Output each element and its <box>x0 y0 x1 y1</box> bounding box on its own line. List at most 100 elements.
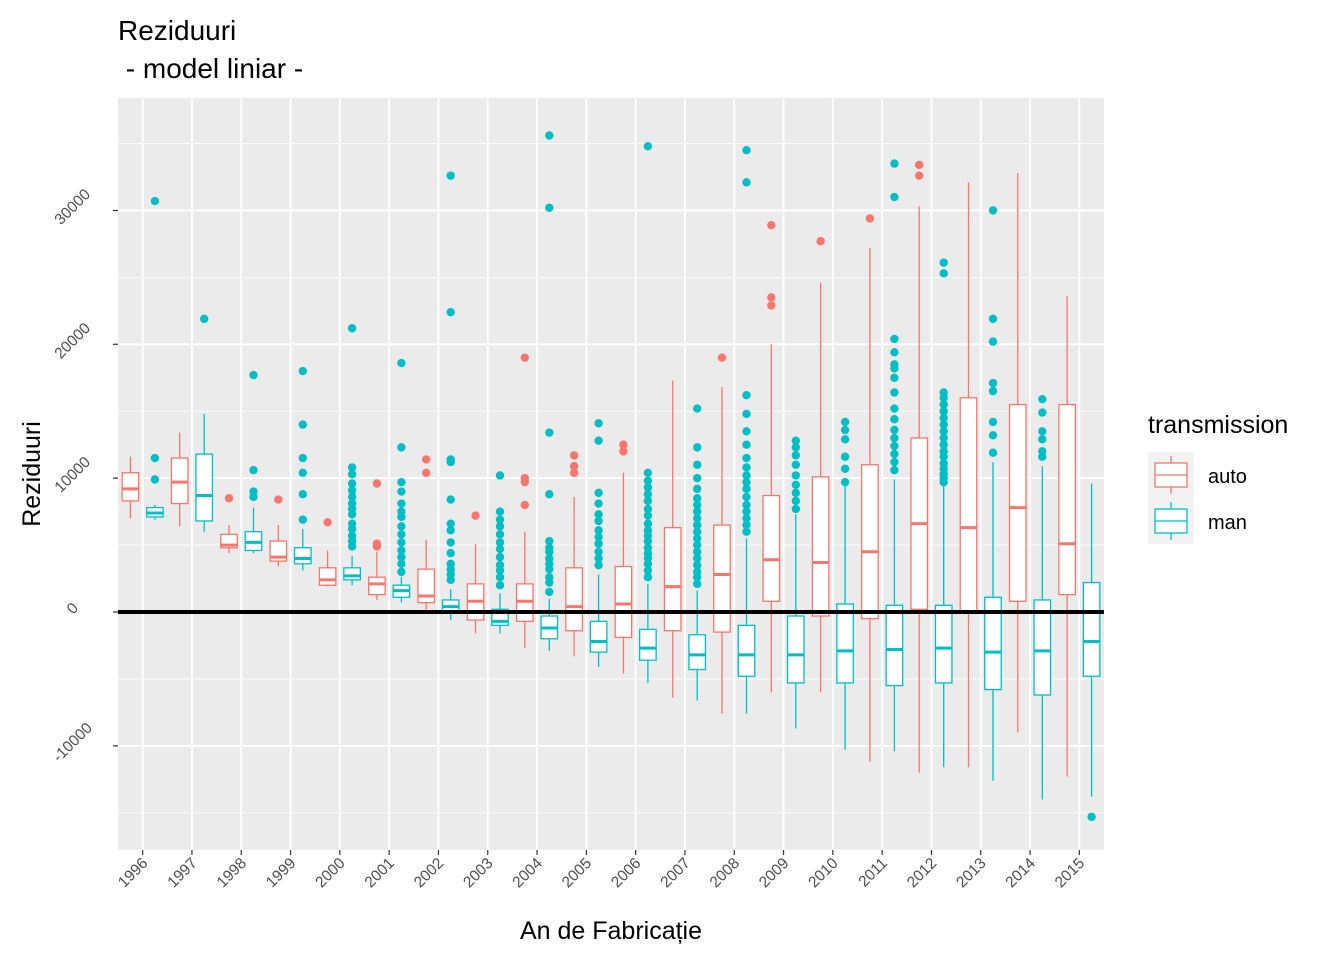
outlier-point <box>397 559 406 569</box>
outlier-point <box>939 440 948 449</box>
outlier-point <box>274 495 283 504</box>
outlier-point <box>890 334 899 344</box>
box-iqr <box>614 565 633 639</box>
outlier-point <box>495 544 505 554</box>
outlier-point <box>495 530 505 539</box>
box-man-1999 <box>293 366 312 571</box>
outlier-point <box>397 538 406 547</box>
outlier-point <box>939 400 948 409</box>
box-man-1998 <box>244 370 263 554</box>
outlier-point <box>643 504 653 514</box>
box-man-2003 <box>491 471 509 634</box>
outlier-point <box>742 520 751 530</box>
outlier-point <box>569 468 579 477</box>
outlier-point <box>643 496 653 506</box>
box-man-2005 <box>589 419 608 667</box>
x-tick-label: 1998 <box>214 855 250 891</box>
box-iqr <box>836 603 854 684</box>
outlier-point <box>742 492 751 502</box>
outlier-point <box>643 526 653 535</box>
outlier-point <box>840 435 850 444</box>
box-iqr <box>861 464 879 620</box>
outlier-point <box>939 413 948 423</box>
y-axis-ticks: -10000 0 10000 20000 30000 <box>50 186 118 766</box>
outlier-point <box>545 203 554 212</box>
y-tick-label: 20000 <box>52 320 95 363</box>
outlier-point <box>594 436 603 445</box>
outlier-point <box>791 496 800 506</box>
outlier-point <box>397 487 406 496</box>
outlier-point <box>693 560 702 570</box>
outlier-point <box>520 353 529 362</box>
outlier-point <box>323 518 332 527</box>
box-auto-2008 <box>713 353 731 714</box>
outlier-point <box>643 572 653 582</box>
outlier-point <box>495 507 505 516</box>
outlier-point <box>422 468 431 477</box>
outlier-point <box>693 547 702 556</box>
outlier-point <box>446 307 455 317</box>
outlier-point <box>988 206 998 215</box>
outlier-point <box>545 536 554 546</box>
box-man-2011 <box>885 159 904 752</box>
box-iqr <box>811 476 830 617</box>
box-auto-1999 <box>269 495 288 567</box>
x-tick-label: 2004 <box>509 855 546 892</box>
box-iqr <box>565 567 583 632</box>
outlier-point <box>816 237 825 246</box>
box-iqr <box>121 472 140 502</box>
x-tick-label: 2011 <box>855 855 891 891</box>
outlier-point <box>619 447 628 456</box>
box-iqr <box>959 397 978 613</box>
box-iqr <box>367 576 386 596</box>
outlier-point <box>298 515 307 524</box>
outlier-point <box>495 538 505 547</box>
box-iqr <box>318 567 337 586</box>
outlier-point <box>939 459 948 468</box>
outlier-point <box>594 419 603 428</box>
box-auto-2000 <box>318 518 337 587</box>
x-tick-label: 2002 <box>411 855 447 891</box>
outlier-point <box>890 433 899 443</box>
outlier-point <box>643 543 653 552</box>
outlier-point <box>693 514 702 523</box>
x-tick-label: 2005 <box>559 855 595 891</box>
outlier-point <box>495 560 505 570</box>
outlier-point <box>988 337 998 346</box>
outlier-point <box>915 160 924 170</box>
outlier-point <box>347 485 357 495</box>
legend-keys <box>1148 452 1194 544</box>
outlier-point <box>890 348 899 357</box>
y-tick-label: 0 <box>64 599 82 617</box>
box-iqr <box>688 634 707 671</box>
outlier-point <box>545 543 554 552</box>
outlier-point <box>446 548 455 558</box>
outlier-point <box>742 440 751 449</box>
outlier-point <box>520 500 529 510</box>
x-tick-label: 1996 <box>115 855 151 891</box>
outlier-point <box>791 471 800 480</box>
outlier-point <box>446 519 455 528</box>
outlier-point <box>347 519 357 528</box>
outlier-point <box>200 314 209 324</box>
outlier-point <box>890 360 899 369</box>
outlier-point <box>890 159 899 168</box>
outlier-point <box>150 453 160 463</box>
outlier-point <box>742 453 751 463</box>
outlier-point <box>693 520 702 530</box>
outlier-point <box>840 417 850 427</box>
outlier-point <box>791 436 800 445</box>
legend-title: transmission <box>1148 411 1288 439</box>
box-auto-2005 <box>565 451 583 657</box>
outlier-point <box>742 527 751 536</box>
box-iqr <box>885 604 904 687</box>
outlier-point <box>347 479 357 488</box>
outlier-point <box>397 552 406 562</box>
legend-key-man <box>1148 498 1194 544</box>
box-iqr <box>417 568 436 604</box>
outlier-point <box>569 461 579 471</box>
outlier-point <box>890 388 899 397</box>
outlier-point <box>520 473 529 483</box>
outlier-point <box>742 500 751 510</box>
